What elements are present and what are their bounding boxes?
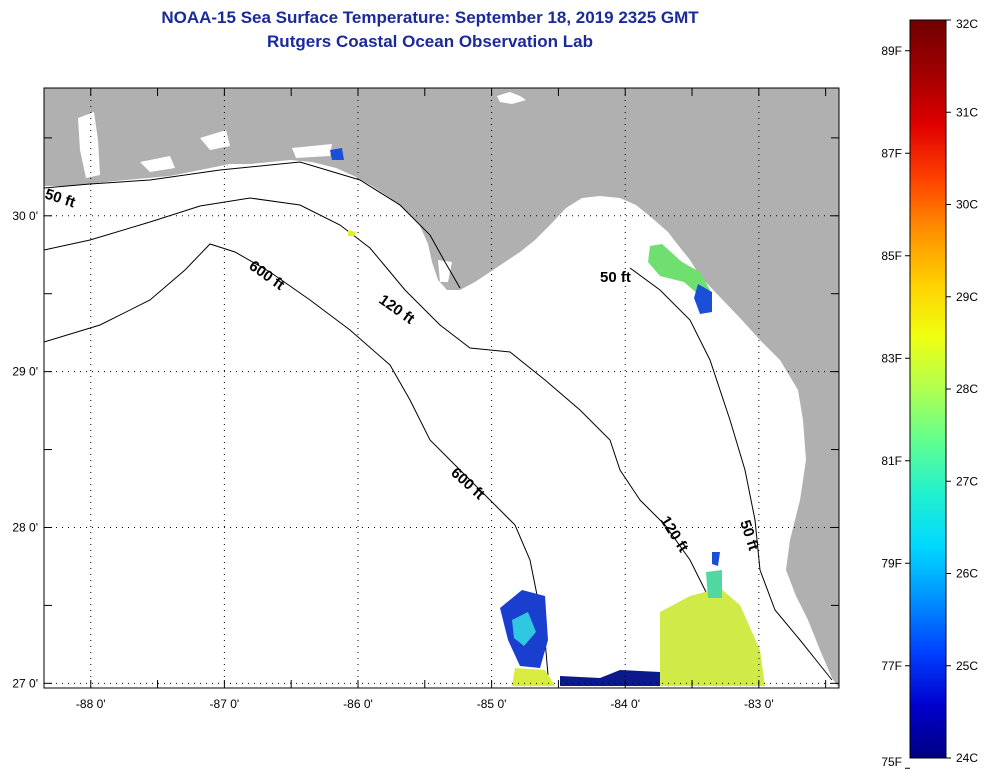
fahrenheit-label: 81F — [881, 454, 902, 468]
sst-patch-coast-yellow — [348, 230, 356, 236]
lon-tick-label: -84 0' — [610, 697, 640, 711]
sst-patch-southeast-green — [706, 570, 722, 598]
st-andrews-bay — [292, 144, 332, 158]
lat-tick-label: 27 0' — [12, 676, 38, 690]
sst-patch-southwest-cyan — [512, 612, 536, 646]
celsius-label: 31C — [956, 105, 978, 119]
celsius-label: 30C — [956, 198, 978, 212]
sst-patch-south-yellow — [512, 668, 555, 686]
mobile-bay — [78, 112, 100, 178]
celsius-label: 28C — [956, 382, 978, 396]
sst-patch-northeast-blue — [694, 284, 712, 314]
sst-patch-southeast-yellow — [660, 588, 765, 686]
axis-ticks — [44, 88, 839, 688]
celsius-label: 27C — [956, 474, 978, 488]
sst-data-patches — [330, 148, 765, 686]
celsius-label: 32C — [956, 17, 978, 31]
map-title: NOAA-15 Sea Surface Temperature: Septemb… — [161, 8, 699, 27]
choctawhatchee-bay — [200, 130, 230, 150]
lon-tick-label: -86 0' — [343, 697, 373, 711]
sst-patch-south-navy — [560, 670, 662, 686]
lat-tick-label: 30 0' — [12, 209, 38, 223]
lat-tick-label: 29 0' — [12, 365, 38, 379]
colorbar-ticks: 24C 25C 26C 27C 28C 29C 30C 31C 32C 75F 77F 79F 81F 8… — [881, 17, 978, 769]
map-subtitle: Rutgers Coastal Ocean Observation Lab — [267, 32, 593, 51]
lon-tick-label: -85 0' — [477, 697, 507, 711]
apalachee-inlet — [438, 260, 452, 282]
land-area — [44, 88, 839, 688]
contour-label: 50 ft — [600, 269, 631, 286]
fahrenheit-label: 83F — [881, 351, 902, 365]
contour-50ft-west — [44, 161, 461, 289]
lon-tick-label: -83 0' — [744, 697, 774, 711]
celsius-label: 26C — [956, 567, 978, 581]
colorbar — [909, 19, 947, 759]
fahrenheit-label: 87F — [881, 146, 902, 160]
fahrenheit-label: 89F — [881, 44, 902, 58]
lon-tick-label: -87 0' — [210, 697, 240, 711]
celsius-label: 25C — [956, 659, 978, 673]
contour-120ft — [44, 197, 751, 681]
fahrenheit-label: 79F — [881, 556, 902, 570]
fahrenheit-label: 85F — [881, 249, 902, 263]
sst-patch-coast-blue — [330, 148, 344, 160]
contour-600ft — [44, 243, 549, 676]
fahrenheit-label: 75F — [881, 755, 902, 769]
celsius-label: 24C — [956, 751, 978, 765]
inland-lake — [497, 92, 526, 104]
graticule — [44, 88, 839, 688]
lat-tick-label: 28 0' — [12, 520, 38, 534]
lon-tick-label: -88 0' — [76, 697, 106, 711]
sst-patch-southeast-blue — [712, 552, 720, 566]
axis-labels: -88 0' -87 0' -86 0' -85 0' -84 0' -83 0' 30 0… — [12, 209, 773, 711]
map-frame — [43, 87, 840, 689]
celsius-label: 29C — [956, 290, 978, 304]
sst-patch-northeast — [648, 244, 710, 296]
fahrenheit-label: 77F — [881, 659, 902, 673]
pensacola-bay — [140, 156, 175, 172]
contour-50ft-east — [629, 267, 833, 681]
